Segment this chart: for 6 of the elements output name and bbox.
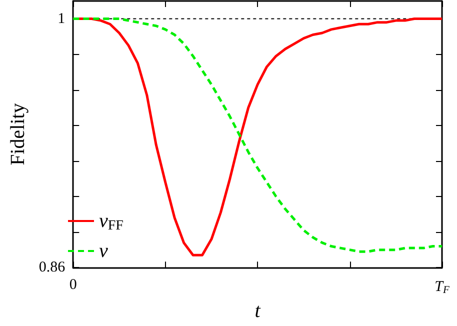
y-tick-label: 1 [58,10,66,27]
y-axis-title: Fidelity [7,103,29,166]
y-tick-label: 0.86 [38,260,66,276]
legend-label: ν [99,240,108,262]
x-tick-label: 0 [69,277,77,294]
x-axis-title: t [254,300,261,322]
